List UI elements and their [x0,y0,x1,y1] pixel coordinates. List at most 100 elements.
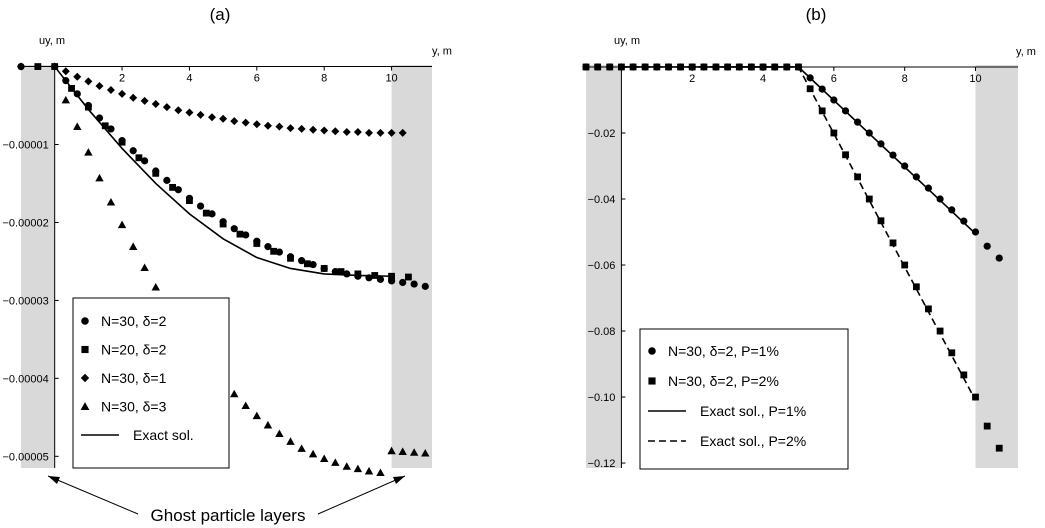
data-point [252,411,262,420]
data-point [889,239,897,247]
data-point [219,220,227,228]
data-point [421,282,429,290]
data-point [252,120,261,129]
data-point [208,210,216,218]
legend-label: Exact sol., P=1% [700,403,806,419]
data-point [308,449,318,458]
series-n-20-2 [34,63,412,281]
legend-item: N=30, δ=3 [80,399,167,415]
data-point [152,169,160,177]
y-tick-label: −0.08 [588,326,616,338]
x-tick-label: 4 [186,73,192,85]
data-point [242,231,250,239]
ghost-arrowhead-right [393,476,405,484]
data-point [17,62,25,71]
data-point [410,280,418,288]
data-point [230,117,239,126]
data-point [107,125,115,133]
data-point [297,444,306,452]
data-point [186,197,193,205]
data-point [983,242,991,250]
data-point [174,186,182,194]
data-point [275,248,283,256]
legend-item: Exact sol., P=2% [648,433,806,449]
y-tick-label: −0.12 [588,458,616,470]
data-point [297,124,306,133]
data-point [95,82,104,91]
data-point [95,173,104,182]
data-point [353,464,363,473]
data-point [399,278,407,287]
data-point [309,125,318,134]
legend-label: N=30, δ=3 [101,399,167,415]
legend-label: N=20, δ=2 [101,342,167,358]
data-point [230,225,238,233]
x-axis-label: y, m [1016,46,1036,58]
x-tick-label: 10 [969,73,981,85]
data-point [331,267,339,276]
panel-a: 2 4 6 8 10 −0.00001 −0.00002 −0.00003 −0.00004 −0… [3,5,452,477]
data-point [972,393,979,401]
data-point [376,468,385,477]
data-point [73,122,82,130]
data-point [202,209,210,217]
data-point [264,243,272,251]
data-point [618,63,625,71]
data-point [925,305,932,313]
y-tick-label: −0.02 [588,128,616,140]
series-line [621,66,977,235]
data-point [309,260,317,269]
panel-b: 2 4 6 8 10 −0.02 −0.04 −0.06 −0.08 −0.10 −0.12 uy, … [582,5,1036,470]
data-point [298,257,306,265]
y-tick-label: −0.00001 [3,140,49,152]
data-point [101,122,109,130]
data-point [117,220,127,229]
ghost-band-right [391,65,432,468]
ghost-caption: Ghost particle layers [151,506,306,525]
data-point [409,448,419,456]
data-point [353,128,362,137]
data-point [983,422,991,430]
data-point [319,454,329,463]
x-tick-label: 6 [254,73,260,85]
data-point [924,184,933,192]
x-tick-label: 2 [689,73,695,85]
y-tick-label: −0.06 [588,260,616,272]
data-point [84,77,93,86]
data-point [337,268,345,275]
legend: N=30, δ=2 N=20, δ=2 N=30, δ=1 N=30, δ=3 Exac… [72,297,230,469]
data-point [354,270,362,278]
data-point [948,206,956,214]
ghost-band-left [586,65,622,468]
series-line [54,66,392,278]
data-point [331,127,340,136]
x-tick-label: 6 [831,73,837,85]
data-point [303,260,311,268]
y-tick-label: −0.00004 [3,373,49,385]
data-point [241,401,250,410]
data-point [163,176,171,184]
data-point [342,128,351,137]
data-point [141,157,149,165]
legend-item: N=30, δ=2, P=2% [648,373,779,389]
legend-label: N=30, δ=2, P=1% [668,343,779,359]
data-point [936,327,944,335]
legend-box [72,297,230,469]
data-point [936,195,944,203]
x-tick-label: 10 [385,73,397,85]
x-tick-label: 2 [119,73,125,85]
data-point [275,429,284,438]
series-exact-sol-p-1 [621,66,977,235]
y-tick-label: −0.04 [588,194,616,206]
legend-label: N=30, δ=2 [101,313,167,329]
y-tick-label: −0.10 [588,392,616,404]
data-point [236,230,244,238]
legend-item: N=30, δ=1 [80,370,167,386]
data-point [286,437,295,445]
ghost-arrow-left [47,475,139,515]
ghost-arrow-right [317,475,406,515]
data-point [971,228,980,236]
data-point [196,202,205,210]
legend-marker [81,345,89,354]
